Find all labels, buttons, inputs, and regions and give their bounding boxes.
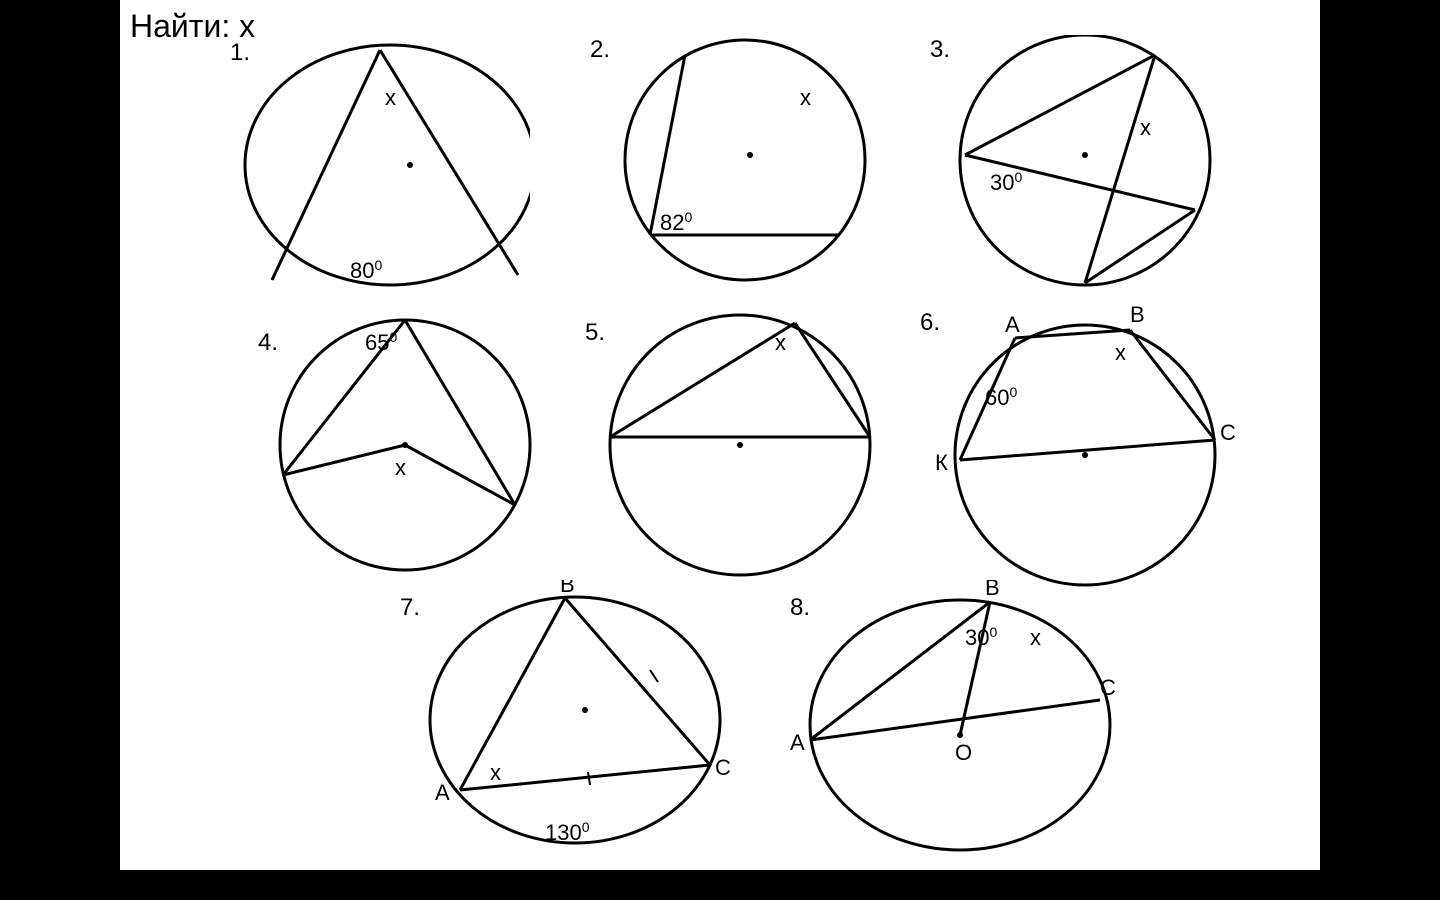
fig6-number: 6. bbox=[920, 309, 940, 336]
figure-1: 1. x 800 bbox=[230, 35, 530, 315]
fig4-angle: 650 bbox=[365, 329, 397, 355]
fig8-B: B bbox=[985, 580, 1000, 600]
fig7-x: x bbox=[490, 760, 501, 785]
fig7-C: C bbox=[715, 755, 731, 780]
fig7-angle: 1300 bbox=[545, 819, 590, 845]
fig8-x: x bbox=[1030, 625, 1041, 650]
fig5-number: 5. bbox=[585, 319, 605, 346]
fig7-number: 7. bbox=[400, 594, 420, 621]
figure-5: 5. x bbox=[580, 305, 880, 585]
fig5-x: x bbox=[775, 330, 786, 355]
fig6-B: B bbox=[1130, 302, 1145, 327]
fig1-number: 1. bbox=[230, 39, 250, 66]
fig6-K: К bbox=[935, 450, 948, 475]
fig6-angle: 600 bbox=[985, 384, 1017, 410]
fig8-angle: 300 bbox=[965, 624, 997, 650]
fig7-B: B bbox=[560, 580, 575, 597]
fig3-angle: 300 bbox=[990, 169, 1022, 195]
fig6-C: C bbox=[1220, 420, 1236, 445]
fig4-number: 4. bbox=[258, 329, 278, 356]
fig1-angle: 800 bbox=[350, 257, 382, 283]
figure-8: 8. B A C O 300 x bbox=[790, 580, 1130, 870]
fig2-angle: 820 bbox=[660, 209, 692, 235]
fig6-A: A bbox=[1005, 312, 1020, 337]
figure-3: 3. x 300 bbox=[930, 35, 1230, 315]
fig8-C: C bbox=[1100, 675, 1116, 700]
fig8-A: A bbox=[790, 730, 805, 755]
fig7-A: A bbox=[435, 780, 450, 805]
fig8-number: 8. bbox=[790, 594, 810, 621]
figure-2: 2. x 820 bbox=[590, 35, 890, 315]
fig6-x: x bbox=[1115, 340, 1126, 365]
fig8-O: O bbox=[955, 740, 972, 765]
figure-6: 6. A B C К x 600 bbox=[920, 300, 1240, 590]
fig1-x: x bbox=[385, 85, 396, 110]
fig2-x: x bbox=[800, 85, 811, 110]
fig2-number: 2. bbox=[590, 36, 610, 63]
figure-7: 7. B A C x 1300 bbox=[400, 580, 740, 870]
figure-4: 4. 650 x bbox=[250, 305, 550, 585]
fig3-x: x bbox=[1140, 115, 1151, 140]
fig3-number: 3. bbox=[930, 36, 950, 63]
fig4-x: x bbox=[395, 455, 406, 480]
